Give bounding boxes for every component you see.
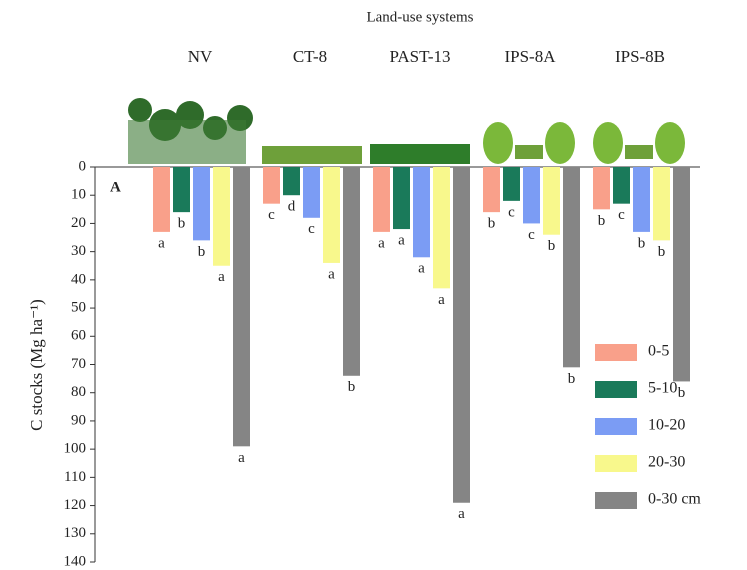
bar bbox=[523, 167, 540, 223]
bar bbox=[563, 167, 580, 367]
bar bbox=[393, 167, 410, 229]
bar bbox=[633, 167, 650, 232]
bar bbox=[433, 167, 450, 288]
bar bbox=[153, 167, 170, 232]
y-tick-label: 30 bbox=[71, 243, 86, 259]
bar bbox=[453, 167, 470, 503]
category-label: PAST-13 bbox=[389, 47, 450, 66]
bar bbox=[673, 167, 690, 381]
bar bbox=[413, 167, 430, 257]
y-axis-label: C stocks (Mg ha⁻¹) bbox=[27, 299, 46, 431]
bar bbox=[593, 167, 610, 209]
significance-letter: a bbox=[398, 233, 405, 249]
bar bbox=[233, 167, 250, 446]
bar bbox=[503, 167, 520, 201]
y-tick-label: 10 bbox=[71, 187, 86, 203]
y-tick-label: 0 bbox=[79, 158, 87, 174]
bar bbox=[193, 167, 210, 240]
legend-label: 5-10 bbox=[648, 380, 677, 397]
significance-letter: a bbox=[378, 235, 385, 251]
bar bbox=[653, 167, 670, 240]
y-tick-label: 50 bbox=[71, 300, 86, 316]
y-tick-label: 110 bbox=[64, 469, 86, 485]
legend-label: 20-30 bbox=[648, 454, 685, 471]
significance-letter: c bbox=[268, 207, 275, 223]
y-tick-label: 40 bbox=[71, 271, 86, 287]
y-tick-label: 80 bbox=[71, 384, 86, 400]
bar bbox=[373, 167, 390, 232]
y-tick-label: 60 bbox=[71, 328, 86, 344]
vegetation-icons bbox=[128, 98, 685, 164]
legend-swatch bbox=[595, 381, 637, 398]
y-tick-label: 100 bbox=[64, 441, 87, 457]
category-label: IPS-8A bbox=[504, 47, 556, 66]
legend-swatch bbox=[595, 455, 637, 472]
significance-letter: a bbox=[328, 266, 335, 282]
significance-letter: b bbox=[488, 216, 496, 232]
significance-letter: b bbox=[348, 379, 356, 395]
bar bbox=[173, 167, 190, 212]
significance-letter: b bbox=[568, 371, 576, 387]
panel-label: A bbox=[110, 179, 121, 195]
y-tick-label: 70 bbox=[71, 356, 86, 372]
significance-letter: a bbox=[458, 506, 465, 522]
significance-letter: c bbox=[618, 207, 625, 223]
significance-letter: a bbox=[158, 235, 165, 251]
y-tick-label: 20 bbox=[71, 215, 86, 231]
significance-letter: b bbox=[178, 216, 186, 232]
category-label: CT-8 bbox=[293, 47, 327, 66]
y-tick-label: 130 bbox=[64, 525, 87, 541]
significance-letter: b bbox=[598, 213, 606, 229]
significance-letter: a bbox=[418, 261, 425, 277]
significance-letter: c bbox=[508, 204, 515, 220]
significance-letter: b bbox=[548, 238, 556, 254]
significance-letter: a bbox=[238, 450, 245, 466]
bar bbox=[343, 167, 360, 376]
y-tick-label: 90 bbox=[71, 412, 86, 428]
significance-letter: a bbox=[218, 269, 225, 285]
legend-label: 0-5 bbox=[648, 343, 669, 360]
category-label: IPS-8B bbox=[615, 47, 665, 66]
legend-label: 10-20 bbox=[648, 417, 685, 434]
chart-title: Land-use systems bbox=[366, 9, 473, 25]
significance-letter: b bbox=[678, 385, 686, 401]
significance-letter: c bbox=[308, 221, 315, 237]
bar bbox=[613, 167, 630, 204]
bar bbox=[543, 167, 560, 235]
significance-letter: a bbox=[438, 292, 445, 308]
bar bbox=[263, 167, 280, 204]
significance-letter: b bbox=[658, 244, 666, 260]
bar bbox=[283, 167, 300, 195]
bar bbox=[213, 167, 230, 266]
legend-swatch bbox=[595, 492, 637, 509]
legend-label: 0-30 cm bbox=[648, 491, 701, 508]
bar bbox=[303, 167, 320, 218]
category-label: NV bbox=[188, 47, 213, 66]
significance-letter: c bbox=[528, 227, 535, 243]
significance-letter: d bbox=[288, 199, 296, 215]
legend-swatch bbox=[595, 344, 637, 361]
y-tick-label: 120 bbox=[64, 497, 87, 513]
chart: Land-use systems A C stocks (Mg ha⁻¹) 0 1… bbox=[0, 0, 747, 570]
y-tick-label: 140 bbox=[64, 553, 87, 569]
legend-swatch bbox=[595, 418, 637, 435]
significance-letter: b bbox=[198, 244, 206, 260]
bar bbox=[323, 167, 340, 263]
significance-letter: b bbox=[638, 235, 646, 251]
bar bbox=[483, 167, 500, 212]
